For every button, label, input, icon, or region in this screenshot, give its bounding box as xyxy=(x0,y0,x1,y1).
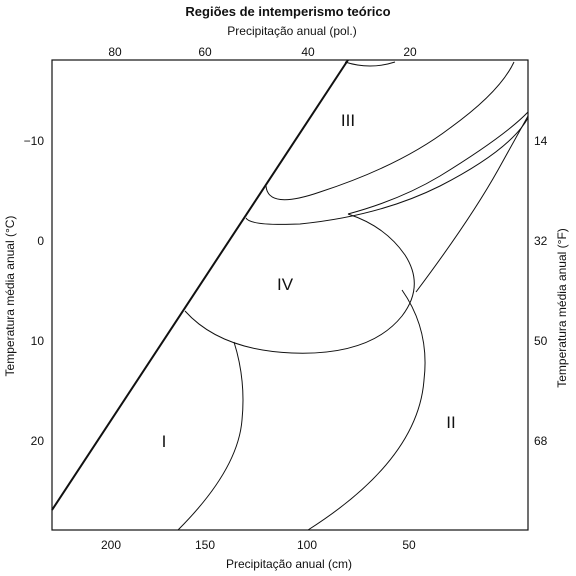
region-iii-top-arc xyxy=(344,61,396,67)
top-tick-20: 20 xyxy=(403,45,417,59)
diagonal-limit-line xyxy=(51,59,349,511)
bottom-tick-200: 200 xyxy=(101,538,121,552)
right-tick-32: 32 xyxy=(534,234,548,248)
region-ii-label: II xyxy=(446,413,455,432)
bottom-axis-label: Precipitação anual (cm) xyxy=(226,557,352,571)
top-tick-80: 80 xyxy=(108,45,122,59)
left-tick-10: 10 xyxy=(31,334,45,348)
right-tick-50: 50 xyxy=(534,334,548,348)
left-tick-minus10: −10 xyxy=(24,134,45,148)
right-axis-label: Temperatura média anual (°F) xyxy=(555,228,569,388)
region-iv-label: IV xyxy=(277,275,294,294)
region-ii-diagonal-boundary xyxy=(415,115,529,293)
region-ii-upper-boundary xyxy=(347,111,529,215)
region-ii-left-boundary xyxy=(307,289,426,531)
region-iii-label: III xyxy=(341,111,355,130)
diagram-title: Regiões de intemperismo teórico xyxy=(185,4,390,19)
right-tick-68: 68 xyxy=(534,434,548,448)
region-i-label: I xyxy=(162,432,167,451)
region-iv-boundary xyxy=(184,213,415,354)
region-iii-outer-boundary xyxy=(245,117,529,225)
top-tick-60: 60 xyxy=(198,45,212,59)
right-tick-14: 14 xyxy=(534,134,548,148)
region-iii-inner-boundary xyxy=(265,61,515,201)
region-i-boundary xyxy=(177,341,244,531)
left-axis-label: Temperatura média anual (°C) xyxy=(3,216,17,377)
bottom-tick-150: 150 xyxy=(195,538,215,552)
top-tick-40: 40 xyxy=(301,45,315,59)
plot-frame xyxy=(51,59,529,531)
top-axis-label: Precipitação anual (pol.) xyxy=(227,24,356,38)
bottom-tick-100: 100 xyxy=(297,538,317,552)
left-tick-20: 20 xyxy=(31,434,45,448)
left-tick-0: 0 xyxy=(37,234,44,248)
bottom-tick-50: 50 xyxy=(402,538,416,552)
